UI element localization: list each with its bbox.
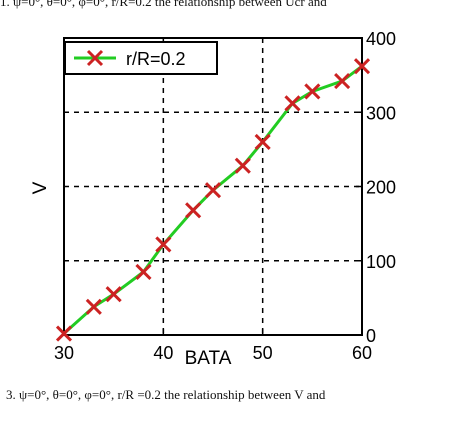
- data-point-marker: [185, 202, 202, 219]
- y-tick-label: 300: [366, 103, 396, 123]
- series-layer: [55, 58, 371, 342]
- x-tick-label: 60: [352, 343, 372, 363]
- tick-labels: 30 40 50 600 100 200 300 400: [54, 29, 396, 363]
- plot-frame: [63, 37, 363, 336]
- legend-label: r/R=0.2: [126, 49, 186, 69]
- x-tick-label: 50: [253, 343, 273, 363]
- top-caption: 1. ψ=0°, θ=0°, φ=0°, r/R=0.2 the relatio…: [0, 0, 327, 9]
- data-point-marker: [353, 58, 371, 75]
- x-axis-label: BATA: [185, 348, 232, 369]
- data-point-marker: [105, 286, 122, 303]
- data-point-marker: [85, 298, 102, 315]
- legend-marker-swatch: [86, 49, 104, 67]
- bottom-caption: 3. ψ=0°, θ=0°, φ=0°, r/R =0.2 the relati…: [6, 387, 326, 402]
- data-point-marker: [284, 95, 301, 112]
- data-point-marker: [234, 157, 251, 174]
- y-axis-label: V: [30, 181, 51, 194]
- data-point-marker: [204, 182, 222, 199]
- data-point-marker: [155, 236, 172, 253]
- y-tick-label: 0: [366, 326, 376, 346]
- data-point-marker: [135, 263, 152, 280]
- data-point-marker: [304, 83, 321, 100]
- x-tick-label: 30: [54, 343, 74, 363]
- data-point-marker: [254, 133, 271, 151]
- x-tick-label: 40: [153, 343, 173, 363]
- line-chart: 30 40 50 600 100 200 300 400 BATA V r/R=0.2: [30, 29, 396, 369]
- y-tick-label: 400: [366, 29, 396, 49]
- data-point-marker: [55, 325, 73, 342]
- y-tick-label: 200: [366, 178, 396, 198]
- y-tick-label: 100: [366, 252, 396, 272]
- legend: r/R=0.2: [64, 41, 218, 75]
- data-point-marker: [334, 73, 351, 90]
